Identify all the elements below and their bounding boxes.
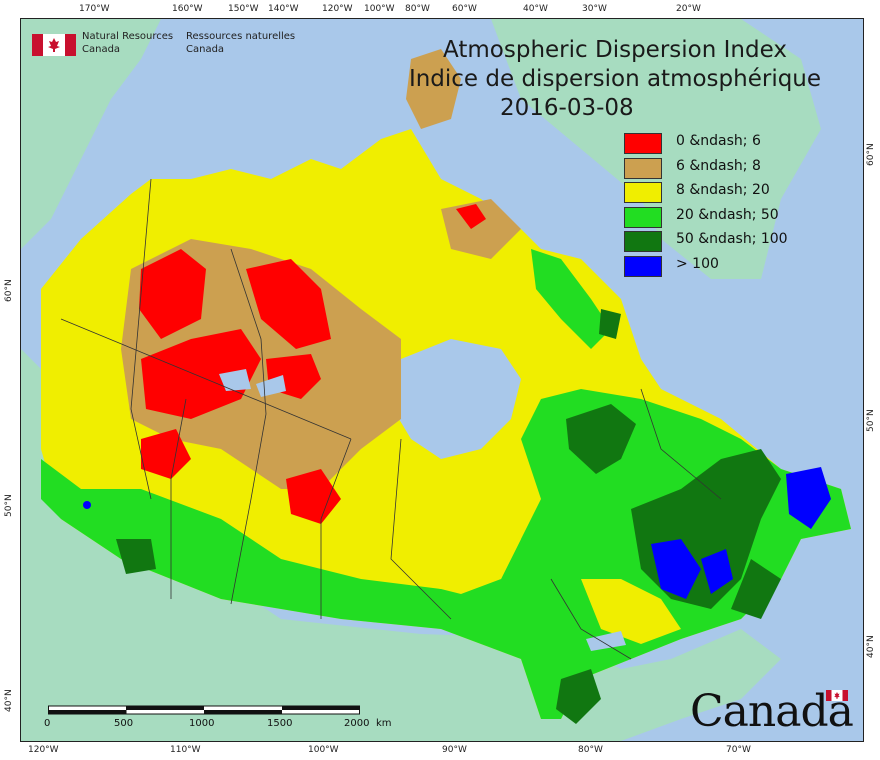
legend-label: > 100 [676, 255, 719, 272]
zone-0-6 [246, 259, 331, 349]
province-border [640, 388, 722, 500]
top-tick-label: 80°W [405, 4, 430, 14]
zone-over-100 [701, 549, 733, 594]
bottom-tick-label: 90°W [442, 745, 467, 755]
province-border [60, 318, 352, 440]
zone-50-100 [116, 539, 156, 574]
province-border [230, 248, 267, 415]
legend-label: 50 &ndash; 100 [676, 231, 788, 248]
agency-name-fr-line2: Canada [186, 44, 225, 55]
zone-50-100 [566, 404, 636, 474]
province-border [130, 178, 152, 500]
province-border [170, 398, 187, 599]
legend-swatch [624, 157, 662, 179]
province-border [390, 438, 452, 620]
scale-label: 1500 [267, 718, 293, 729]
bottom-tick-label: 70°W [726, 745, 751, 755]
agency-name-en: Natural Resources Canada [82, 30, 173, 56]
map-titles: Atmospheric Dispersion Index Indice de d… [400, 36, 830, 123]
zone-0-6 [141, 429, 191, 479]
left-tick-label: 40°N [4, 689, 14, 712]
legend-label: 6 &ndash; 8 [676, 157, 761, 174]
top-tick-label: 40°W [523, 4, 548, 14]
province-border [320, 438, 352, 619]
legend-swatch [624, 206, 662, 228]
scale-label: 1000 [189, 718, 215, 729]
left-tick-label: 50°N [4, 494, 14, 517]
legend-label: 20 &ndash; 50 [676, 206, 779, 223]
province-borders [60, 178, 722, 660]
bottom-tick-label: 120°W [28, 745, 59, 755]
province-border [550, 578, 632, 660]
right-tick-label: 50°N [866, 409, 876, 432]
zone-8-20 [581, 579, 681, 644]
top-tick-label: 140°W [268, 4, 299, 14]
left-tick-label: 60°N [4, 279, 14, 302]
wordmark-flag-icon [826, 690, 848, 701]
legend-swatch [624, 133, 662, 154]
zone-0-6 [141, 329, 261, 419]
zone-20-50 [531, 249, 611, 349]
zone-0-6 [456, 204, 486, 229]
zone-0-6 [139, 249, 206, 339]
agency-name-fr: Ressources naturelles Canada [186, 30, 295, 56]
scale-label: 0 [44, 718, 51, 729]
right-tick-label: 60°N [866, 143, 876, 166]
right-tick-label: 40°N [866, 635, 876, 658]
top-tick-label: 160°W [172, 4, 203, 14]
top-tick-label: 30°W [582, 4, 607, 14]
canada-flag-icon [32, 34, 76, 56]
usa-land [21, 349, 781, 741]
lake [219, 369, 251, 391]
legend-label: 8 &ndash; 20 [676, 182, 770, 199]
agency-name-en-line2: Canada [82, 44, 121, 55]
scale-label: 500 [114, 718, 134, 729]
zone-over-100 [651, 539, 701, 599]
bottom-tick-label: 110°W [170, 745, 201, 755]
agency-name-fr-line1: Ressources naturelles [186, 31, 296, 42]
lake [586, 631, 626, 651]
lake [256, 375, 286, 397]
top-tick-label: 120°W [322, 4, 353, 14]
map-date: 2016-03-08 [500, 95, 634, 121]
legend-swatch [624, 231, 662, 253]
zone-50-100 [731, 559, 781, 619]
scale-bar-graphic [48, 705, 360, 715]
zone-over-100 [83, 501, 91, 509]
top-tick-label: 170°W [79, 4, 110, 14]
map-canvas [21, 19, 863, 741]
legend-label: 0 &ndash; 6 [676, 133, 761, 149]
bottom-tick-label: 80°W [578, 745, 603, 755]
zone-6-8 [406, 49, 461, 129]
legend-swatch [624, 255, 662, 277]
province-border [230, 413, 267, 605]
top-tick-label: 100°W [364, 4, 395, 14]
zone-over-100 [786, 467, 831, 529]
title-english: Atmospheric Dispersion Index [443, 37, 787, 63]
zone-0-6 [286, 469, 341, 524]
zone-8-20 [361, 459, 521, 594]
scale-unit: km [376, 718, 392, 729]
legend-swatch [624, 182, 662, 204]
bottom-tick-label: 100°W [308, 745, 339, 755]
alaska-land [21, 19, 161, 249]
zone-50-100 [556, 669, 601, 724]
hudson-bay [393, 339, 521, 459]
top-tick-label: 150°W [228, 4, 259, 14]
top-tick-label: 60°W [452, 4, 477, 14]
title-french: Indice de dispersion atmosphérique [408, 66, 822, 92]
map-area [20, 18, 864, 742]
agency-name-en-line1: Natural Resources [82, 31, 174, 42]
zone-50-100 [599, 309, 621, 339]
top-tick-label: 20°W [676, 4, 701, 14]
scale-label: 2000 [344, 718, 370, 729]
